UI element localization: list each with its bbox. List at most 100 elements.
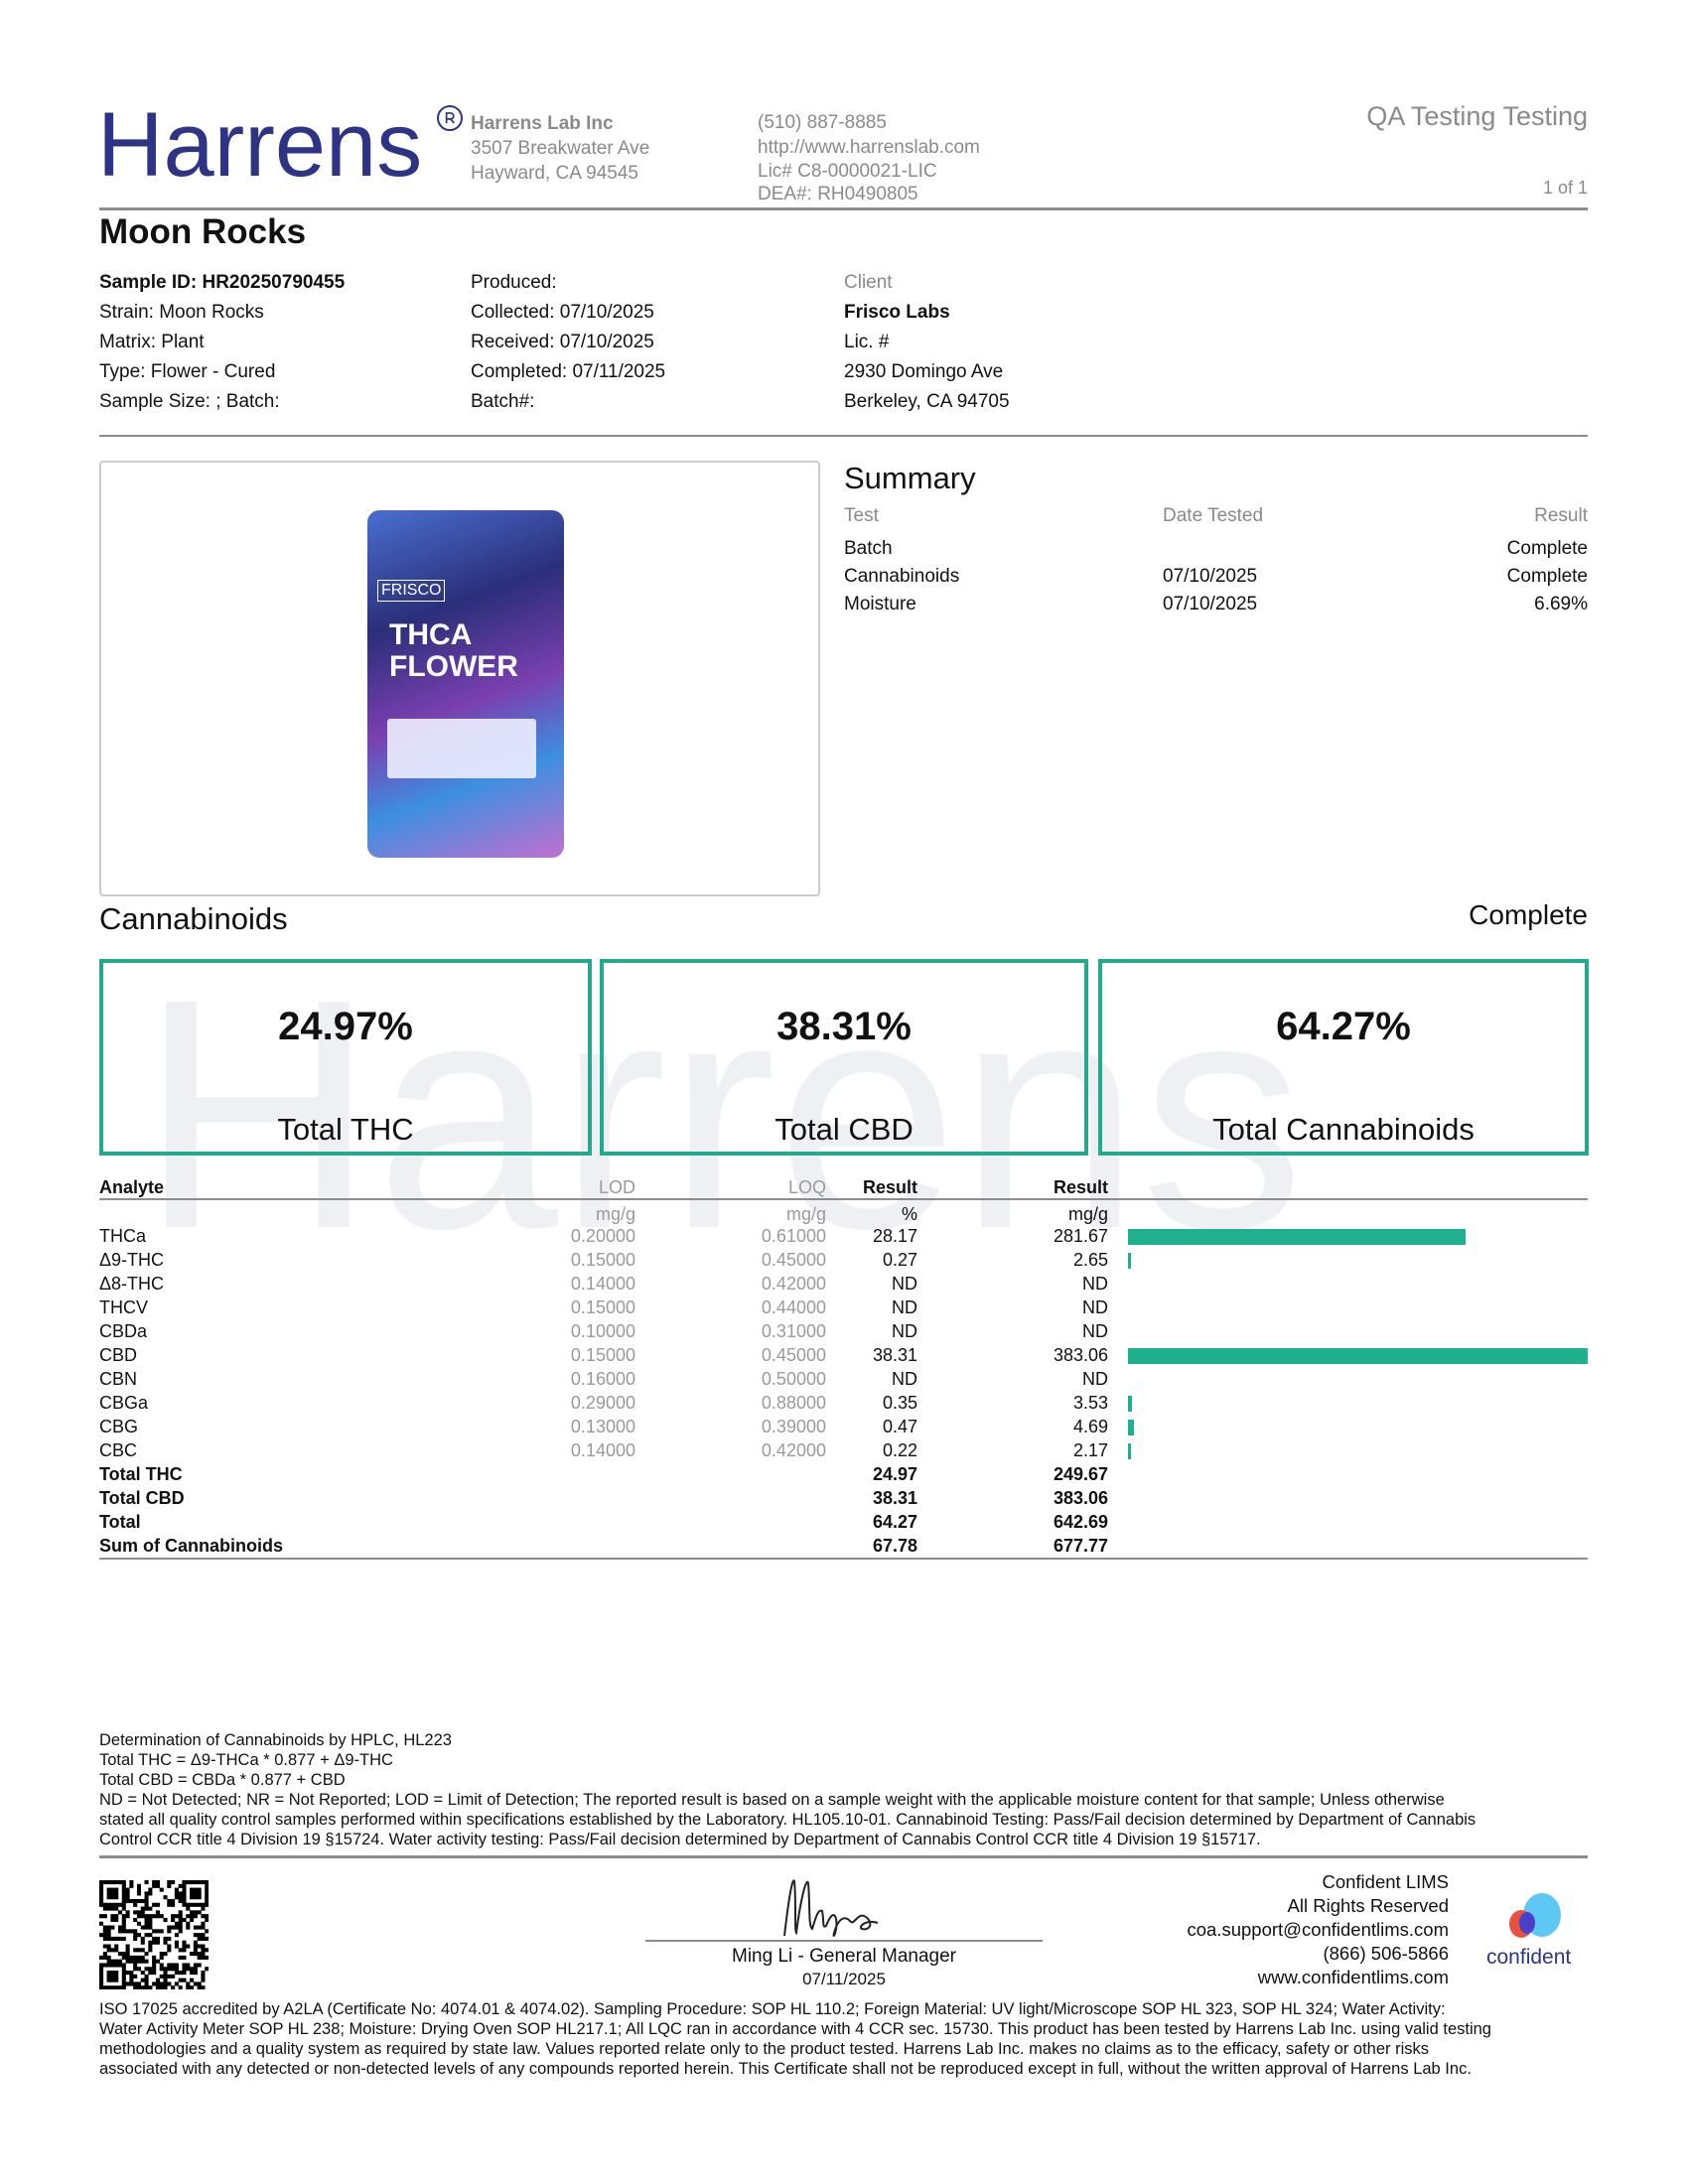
result-pct: 28.17 — [872, 1226, 917, 1246]
type: Type: Flower - Cured — [99, 361, 276, 382]
table-row: CBGa 0.29000 0.88000 0.35 3.53 — [99, 1391, 1588, 1415]
result-pct: 24.97 — [872, 1464, 917, 1484]
loq: 0.39000 — [761, 1417, 826, 1436]
lims-email[interactable]: coa.support@confidentlims.com — [1187, 1919, 1449, 1940]
table-row: CBN 0.16000 0.50000 ND ND — [99, 1367, 1588, 1391]
analyte: Δ8-THC — [99, 1274, 165, 1294]
sample-size: Sample Size: ; Batch: — [99, 391, 280, 412]
analyte: CBC — [99, 1440, 138, 1460]
result-pct: 0.27 — [882, 1250, 917, 1270]
loq: 0.42000 — [761, 1274, 826, 1294]
result-pct: ND — [892, 1274, 917, 1294]
lod: 0.10000 — [570, 1321, 635, 1341]
table-row: Δ8-THC 0.14000 0.42000 ND ND — [99, 1272, 1588, 1296]
lod: 0.14000 — [570, 1274, 635, 1294]
disclaimer-line: Water Activity Meter SOP HL 238; Moistur… — [99, 2020, 1491, 2038]
result-pct: 38.31 — [872, 1345, 917, 1365]
loq: 0.61000 — [761, 1226, 826, 1246]
card-value: 24.97% — [278, 1005, 413, 1048]
lod: 0.20000 — [570, 1226, 635, 1246]
lod: 0.15000 — [570, 1297, 635, 1317]
result-pct: 64.27 — [872, 1512, 917, 1532]
address-line-2: Hayward, CA 94545 — [471, 163, 638, 184]
result-mgg: 383.06 — [1053, 1345, 1108, 1365]
total-row: Total CBD 38.31 383.06 — [99, 1486, 1588, 1510]
loq: 0.44000 — [761, 1297, 826, 1317]
total-row: Sum of Cannabinoids 67.78 677.77 — [99, 1534, 1588, 1558]
signature-line — [645, 1940, 1043, 1942]
loq: 0.45000 — [761, 1345, 826, 1365]
result-mgg: 677.77 — [1053, 1536, 1108, 1556]
note-line: stated all quality control samples perfo… — [99, 1811, 1477, 1829]
website-link[interactable]: http://www.harrenslab.com — [758, 136, 980, 158]
result-pct: 0.35 — [882, 1393, 917, 1413]
col-loq: LOQ — [787, 1177, 826, 1197]
summary-header-date: Date Tested — [1163, 505, 1264, 526]
client-address-1: 2930 Domingo Ave — [844, 361, 1004, 382]
dea-number: DEA#: RH0490805 — [758, 183, 918, 205]
product-package-photo: FRISCO THCA FLOWER — [367, 510, 564, 858]
sample-info: Sample ID: HR20250790455 Strain: Moon Ro… — [99, 272, 345, 421]
result-pct: 67.78 — [872, 1536, 917, 1556]
total-row: Total THC 24.97 249.67 — [99, 1462, 1588, 1486]
analyte: Total CBD — [99, 1488, 185, 1508]
total-row: Total 64.27 642.69 — [99, 1510, 1588, 1534]
result-mgg: 281.67 — [1053, 1226, 1108, 1246]
table-row: CBC 0.14000 0.42000 0.22 2.17 — [99, 1438, 1588, 1462]
page-indicator: 1 of 1 — [1542, 178, 1588, 198]
collected: Collected: 07/10/2025 — [471, 302, 654, 323]
loq: 0.31000 — [761, 1321, 826, 1341]
document-type: QA Testing Testing — [1366, 101, 1588, 131]
table-header: Analyte LOD LOQ Result Result — [99, 1175, 1588, 1199]
lod: 0.29000 — [570, 1393, 635, 1413]
product-image: FRISCO THCA FLOWER — [99, 461, 820, 896]
card-label: Total CBD — [774, 1112, 914, 1147]
client-label: Client — [844, 272, 893, 293]
note-line: Determination of Cannabinoids by HPLC, H… — [99, 1731, 452, 1749]
table-row: CBDa 0.10000 0.31000 ND ND — [99, 1319, 1588, 1343]
license: Lic# C8-0000021-LIC — [758, 161, 937, 182]
cannabinoids-status: Complete — [1469, 899, 1588, 930]
lod: 0.14000 — [570, 1440, 635, 1460]
col-result-mgg: Result — [1053, 1177, 1108, 1197]
summary-date: 07/10/2025 — [1163, 594, 1258, 614]
disclaimer-line: associated with any detected or non-dete… — [99, 2060, 1472, 2078]
harrens-logo: Harrens — [97, 95, 423, 195]
completed: Completed: 07/11/2025 — [471, 361, 666, 382]
result-mgg: 2.65 — [1072, 1250, 1108, 1270]
card-value: 38.31% — [776, 1005, 912, 1048]
batch-number: Batch#: — [471, 391, 535, 412]
analyte: CBGa — [99, 1393, 149, 1413]
result-pct: 0.47 — [882, 1417, 917, 1436]
result-mgg: 383.06 — [1053, 1488, 1108, 1508]
lod: 0.16000 — [570, 1369, 635, 1389]
method-notes: Determination of Cannabinoids by HPLC, H… — [99, 1730, 1476, 1849]
analyte: CBG — [99, 1417, 139, 1436]
result-mgg: 4.69 — [1072, 1417, 1108, 1436]
col-analyte: Analyte — [99, 1177, 165, 1197]
lod: 0.15000 — [570, 1345, 635, 1365]
result-bar — [1128, 1396, 1133, 1412]
lims-rights: All Rights Reserved — [1287, 1895, 1449, 1916]
result-pct: ND — [892, 1321, 917, 1341]
units-row: mg/g mg/g % mg/g — [99, 1202, 1588, 1226]
result-pct: 0.22 — [882, 1440, 917, 1460]
note-line: Total THC = Δ9-THCa * 0.877 + Δ9-THC — [99, 1751, 393, 1769]
result-bar — [1128, 1443, 1131, 1459]
summary-test: Moisture — [844, 594, 916, 614]
analyte: Total THC — [99, 1464, 183, 1484]
lims-website[interactable]: www.confidentlims.com — [1257, 1967, 1449, 1987]
signature-date: 07/11/2025 — [802, 1970, 886, 1988]
result-bar — [1128, 1348, 1588, 1364]
analyte: Total — [99, 1512, 141, 1532]
disclaimer-line: methodologies and a quality system as re… — [99, 2040, 1430, 2058]
qr-code[interactable] — [99, 1880, 209, 1989]
result-pct: ND — [892, 1369, 917, 1389]
result-mgg: ND — [1082, 1321, 1108, 1341]
confident-logo-icon — [1509, 1893, 1561, 1938]
unit-pct: % — [901, 1204, 917, 1224]
summary-test: Cannabinoids — [844, 566, 960, 587]
result-mgg: ND — [1082, 1369, 1108, 1389]
loq: 0.50000 — [761, 1369, 826, 1389]
result-mgg: 2.17 — [1072, 1440, 1108, 1460]
